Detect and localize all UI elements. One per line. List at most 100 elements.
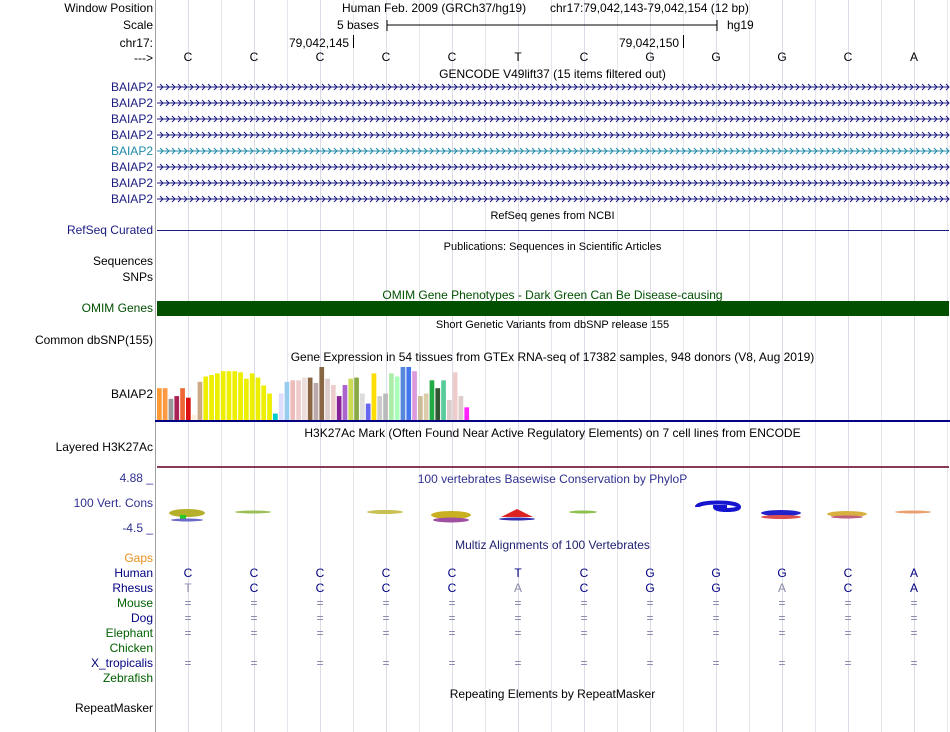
gtex-tissue-bar[interactable] xyxy=(261,385,267,421)
conservation-label[interactable]: 100 Vert. Cons xyxy=(73,496,153,510)
gtex-tissue-bar[interactable] xyxy=(307,377,313,420)
gencode-item-label[interactable]: BAIAP2 xyxy=(110,96,153,110)
gtex-tissue-bar[interactable] xyxy=(423,393,429,421)
repeatmasker-label[interactable]: RepeatMasker xyxy=(74,701,153,715)
dbsnp-label[interactable]: Common dbSNP(155) xyxy=(34,333,153,347)
gtex-tissue-bar[interactable] xyxy=(313,382,319,420)
species-label[interactable]: Rhesus xyxy=(112,581,153,595)
gtex-tissue-bar[interactable] xyxy=(331,385,336,420)
refseq-title[interactable]: RefSeq genes from NCBI xyxy=(490,210,615,222)
gtex-tissue-bar[interactable] xyxy=(319,367,325,420)
gtex-tissue-bar[interactable] xyxy=(290,380,296,421)
gtex-tissue-bar[interactable] xyxy=(197,381,203,420)
refseq-gene-line[interactable] xyxy=(157,230,949,231)
gencode-item-label[interactable]: BAIAP2 xyxy=(110,192,153,206)
species-label[interactable]: Zebrafish xyxy=(102,671,153,685)
gtex-tissue-bar[interactable] xyxy=(464,407,470,420)
gtex-tissue-bar[interactable] xyxy=(244,378,249,420)
gencode-transcript-line[interactable] xyxy=(157,114,950,124)
gaps-label[interactable]: Gaps xyxy=(124,551,153,565)
gencode-title[interactable]: GENCODE V49lift37 (15 items filtered out… xyxy=(439,67,666,81)
gtex-label[interactable]: BAIAP2 xyxy=(110,387,153,401)
species-label[interactable]: Elephant xyxy=(105,626,153,640)
gtex-tissue-bar[interactable] xyxy=(336,396,342,420)
gtex-title[interactable]: Gene Expression in 54 tissues from GTEx … xyxy=(290,350,815,364)
gtex-tissue-bar[interactable] xyxy=(180,388,185,420)
h3k27ac-title[interactable]: H3K27Ac Mark (Often Found Near Active Re… xyxy=(304,426,801,440)
omim-title[interactable]: OMIM Gene Phenotypes - Dark Green Can Be… xyxy=(382,288,723,302)
gtex-tissue-bar[interactable] xyxy=(365,403,371,420)
conservation-title[interactable]: 100 vertebrates Basewise Conservation by… xyxy=(417,472,688,486)
gtex-tissue-bar[interactable] xyxy=(168,398,174,420)
gtex-tissue-bar[interactable] xyxy=(435,388,441,420)
gtex-tissue-bar[interactable] xyxy=(278,393,284,421)
h3k27ac-signal-line[interactable] xyxy=(157,466,949,468)
gencode-item-label[interactable]: BAIAP2 xyxy=(110,112,153,126)
gencode-transcript-line[interactable] xyxy=(157,146,950,156)
gencode-transcript-line[interactable] xyxy=(157,194,950,204)
gtex-tissue-bar[interactable] xyxy=(418,396,423,420)
gtex-tissue-bar[interactable] xyxy=(249,373,255,420)
gtex-tissue-bar[interactable] xyxy=(296,380,301,421)
gtex-tissue-bar[interactable] xyxy=(406,367,412,420)
gtex-tissue-bar[interactable] xyxy=(284,381,290,420)
gtex-tissue-bar[interactable] xyxy=(429,380,435,421)
gtex-tissue-bar[interactable] xyxy=(441,380,446,421)
gtex-tissue-bar[interactable] xyxy=(452,372,458,420)
gencode-transcript-line[interactable] xyxy=(157,178,950,188)
gtex-tissue-bar[interactable] xyxy=(273,413,278,420)
species-label[interactable]: Dog xyxy=(130,611,153,625)
gtex-tissue-bar[interactable] xyxy=(186,397,191,420)
species-label[interactable]: Human xyxy=(114,566,153,580)
gtex-tissue-bar[interactable] xyxy=(377,396,383,420)
gtex-tissue-bar[interactable] xyxy=(162,388,168,420)
multiz-title[interactable]: Multiz Alignments of 100 Vertebrates xyxy=(455,538,650,552)
gencode-transcript-line[interactable] xyxy=(157,162,950,172)
gtex-tissue-bar[interactable] xyxy=(238,372,243,420)
gtex-tissue-bar[interactable] xyxy=(412,371,417,420)
gencode-item-label[interactable]: BAIAP2 xyxy=(110,128,153,142)
gencode-item-label[interactable]: BAIAP2 xyxy=(110,160,153,174)
gtex-tissue-bar[interactable] xyxy=(354,377,359,420)
gtex-tissue-bar[interactable] xyxy=(394,376,400,421)
gencode-transcript-line[interactable] xyxy=(157,98,950,108)
gtex-tissue-bar[interactable] xyxy=(325,378,330,420)
publications-title[interactable]: Publications: Sequences in Scientific Ar… xyxy=(443,241,662,253)
gencode-item-label[interactable]: BAIAP2 xyxy=(110,176,153,190)
species-label[interactable]: Mouse xyxy=(116,596,153,610)
gtex-tissue-bar[interactable] xyxy=(174,396,180,420)
gtex-tissue-bar[interactable] xyxy=(342,385,348,420)
omim-phenotype-bar[interactable] xyxy=(157,301,949,316)
gencode-item-label[interactable]: BAIAP2 xyxy=(110,144,153,158)
gtex-tissue-bar[interactable] xyxy=(458,396,464,420)
species-label[interactable]: X_tropicalis xyxy=(90,656,153,670)
omim-label[interactable]: OMIM Genes xyxy=(81,301,153,315)
publications-snps-label[interactable]: SNPs xyxy=(122,270,153,284)
gencode-transcript-line[interactable] xyxy=(157,82,950,92)
gtex-tissue-bar[interactable] xyxy=(371,373,377,420)
gtex-tissue-bar[interactable] xyxy=(220,371,226,420)
h3k27ac-label[interactable]: Layered H3K27Ac xyxy=(55,440,153,454)
repeatmasker-title[interactable]: Repeating Elements by RepeatMasker xyxy=(449,687,656,701)
species-label[interactable]: Chicken xyxy=(109,641,153,655)
gtex-tissue-bar[interactable] xyxy=(157,388,162,420)
gtex-tissue-bar[interactable] xyxy=(383,393,388,421)
refseq-label[interactable]: RefSeq Curated xyxy=(66,223,153,237)
gtex-tissue-bar[interactable] xyxy=(400,367,406,420)
publications-sequences-label[interactable]: Sequences xyxy=(92,254,153,268)
gtex-expression-chart[interactable] xyxy=(155,364,950,422)
gtex-tissue-bar[interactable] xyxy=(348,378,354,420)
gtex-tissue-bar[interactable] xyxy=(360,393,365,421)
gtex-tissue-bar[interactable] xyxy=(232,371,238,420)
gtex-tissue-bar[interactable] xyxy=(191,414,197,420)
gtex-tissue-bar[interactable] xyxy=(302,377,307,420)
dbsnp-title[interactable]: Short Genetic Variants from dbSNP releas… xyxy=(435,319,670,331)
gtex-tissue-bar[interactable] xyxy=(215,373,220,420)
conservation-logo[interactable] xyxy=(155,495,950,527)
gencode-item-label[interactable]: BAIAP2 xyxy=(110,80,153,94)
gtex-tissue-bar[interactable] xyxy=(209,375,214,420)
gencode-transcript-line[interactable] xyxy=(157,130,950,140)
gtex-tissue-bar[interactable] xyxy=(255,377,261,420)
gtex-tissue-bar[interactable] xyxy=(447,399,452,420)
gtex-tissue-bar[interactable] xyxy=(267,393,272,421)
